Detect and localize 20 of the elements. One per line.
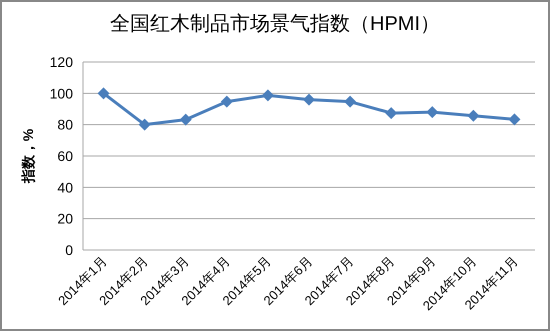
point <box>303 94 315 106</box>
point <box>138 118 151 131</box>
chart-title: 全国红木制品市场景气指数（HPMI） <box>110 13 440 35</box>
point <box>467 110 480 122</box>
point <box>385 107 398 120</box>
y-tick-label: 100 <box>50 85 74 102</box>
point <box>180 114 192 126</box>
y-tick-label: 80 <box>57 116 74 133</box>
y-tick-label: 40 <box>57 179 74 196</box>
point <box>220 96 233 108</box>
point <box>508 113 520 126</box>
point <box>344 96 356 108</box>
y-tick-label: 120 <box>50 54 74 70</box>
y-tick-label: 0 <box>65 242 74 258</box>
y-tick-label: 20 <box>57 210 74 227</box>
point <box>262 89 274 102</box>
point <box>98 87 110 100</box>
y-tick-label: 60 <box>57 148 74 164</box>
y-axis-title: 指数，% <box>20 128 36 184</box>
point <box>426 106 438 118</box>
